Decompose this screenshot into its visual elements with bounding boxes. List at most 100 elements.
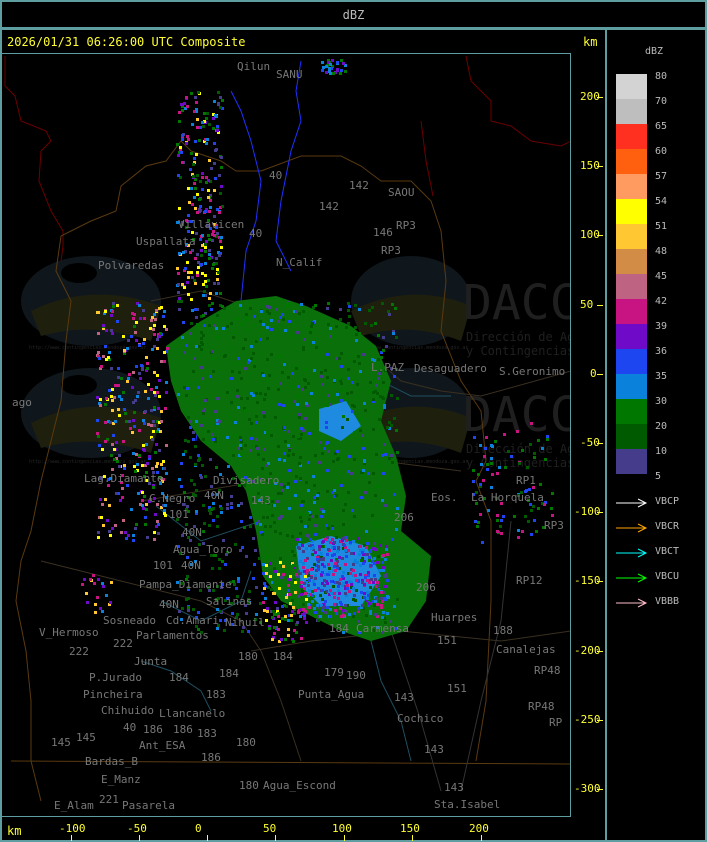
echo-pixel <box>268 625 271 628</box>
echo-pixel <box>202 504 205 507</box>
place-label: 206 <box>416 581 436 594</box>
echo-pixel <box>159 332 162 335</box>
echo-pixel <box>327 548 330 551</box>
echo-pixel <box>299 477 302 480</box>
echo-pixel <box>348 590 351 593</box>
echo-pixel <box>191 337 194 340</box>
echo-pixel <box>248 590 251 593</box>
echo-pixel <box>244 319 247 322</box>
echo-pixel <box>191 276 194 279</box>
watermark-line1: Dirección de Agricultura <box>466 330 571 344</box>
echo-pixel <box>371 560 374 563</box>
echo-pixel <box>298 543 301 546</box>
echo-pixel <box>390 454 393 457</box>
echo-pixel <box>353 561 356 564</box>
place-label: ago <box>12 396 32 409</box>
echo-pixel <box>310 392 313 395</box>
x-tick <box>412 835 413 841</box>
echo-pixel <box>281 313 284 316</box>
echo-pixel <box>347 368 350 371</box>
echo-pixel <box>110 329 113 332</box>
echo-pixel <box>359 370 362 373</box>
echo-pixel <box>220 166 223 169</box>
echo-pixel <box>317 615 320 618</box>
echo-pixel <box>104 345 107 348</box>
echo-pixel <box>280 492 283 495</box>
echo-pixel <box>325 426 328 429</box>
echo-pixel <box>302 562 305 565</box>
echo-pixel <box>287 634 290 637</box>
echo-pixel <box>176 143 179 146</box>
echo-pixel <box>181 607 184 610</box>
echo-pixel <box>274 601 277 604</box>
echo-pixel <box>270 588 273 591</box>
echo-pixel <box>269 511 272 514</box>
echo-pixel <box>233 434 236 437</box>
echo-pixel <box>194 282 197 285</box>
echo-pixel <box>300 637 303 640</box>
echo-pixel <box>133 313 136 316</box>
echo-pixel <box>235 616 238 619</box>
echo-pixel <box>211 433 214 436</box>
echo-pixel <box>200 263 203 266</box>
echo-pixel <box>116 460 119 463</box>
echo-pixel <box>364 322 367 325</box>
echo-pixel <box>203 140 206 143</box>
echo-pixel <box>248 418 251 421</box>
echo-pixel <box>334 452 337 455</box>
echo-pixel <box>254 618 257 621</box>
legend-value-label: 42 <box>655 296 668 307</box>
echo-pixel <box>123 467 126 470</box>
place-label: 145 <box>51 736 71 749</box>
echo-pixel <box>354 599 357 602</box>
echo-pixel <box>213 282 216 285</box>
echo-pixel <box>367 571 370 574</box>
echo-pixel <box>340 399 343 402</box>
echo-pixel <box>193 525 196 528</box>
echo-pixel <box>157 428 160 431</box>
echo-pixel <box>321 452 324 455</box>
echo-pixel <box>199 180 202 183</box>
echo-pixel <box>262 411 265 414</box>
radar-map[interactable]: DACC Dirección de Agricultura y Continge… <box>1 53 571 817</box>
echo-pixel <box>311 515 314 518</box>
echo-pixel <box>218 254 221 257</box>
echo-pixel <box>152 430 155 433</box>
echo-pixel <box>250 392 253 395</box>
echo-pixel <box>157 333 160 336</box>
echo-pixel <box>369 564 372 567</box>
echo-pixel <box>243 484 246 487</box>
echo-pixel <box>336 560 339 563</box>
echo-pixel <box>296 331 299 334</box>
echo-pixel <box>99 607 102 610</box>
echo-pixel <box>216 627 219 630</box>
echo-pixel <box>390 424 393 427</box>
echo-pixel <box>346 584 349 587</box>
echo-pixel <box>329 589 332 592</box>
echo-pixel <box>132 534 135 537</box>
echo-pixel <box>342 631 345 634</box>
echo-pixel <box>194 445 197 448</box>
international-border <box>4 56 64 262</box>
echo-pixel <box>181 161 184 164</box>
echo-pixel <box>216 608 219 611</box>
echo-pixel <box>192 493 195 496</box>
echo-pixel <box>237 357 240 360</box>
y-tick-label: -250 <box>574 712 601 726</box>
echo-pixel <box>302 603 305 606</box>
echo-pixel <box>219 206 222 209</box>
echo-pixel <box>386 595 389 598</box>
echo-pixel <box>152 420 155 423</box>
echo-pixel <box>385 573 388 576</box>
echo-pixel <box>245 328 248 331</box>
echo-pixel <box>300 570 303 573</box>
echo-pixel <box>258 557 261 560</box>
echo-pixel <box>212 589 215 592</box>
echo-pixel <box>153 371 156 374</box>
place-label: 179 <box>324 666 344 679</box>
echo-pixel <box>271 616 274 619</box>
echo-pixel <box>215 292 218 295</box>
echo-pixel <box>293 365 296 368</box>
echo-pixel <box>361 551 364 554</box>
echo-pixel <box>193 279 196 282</box>
